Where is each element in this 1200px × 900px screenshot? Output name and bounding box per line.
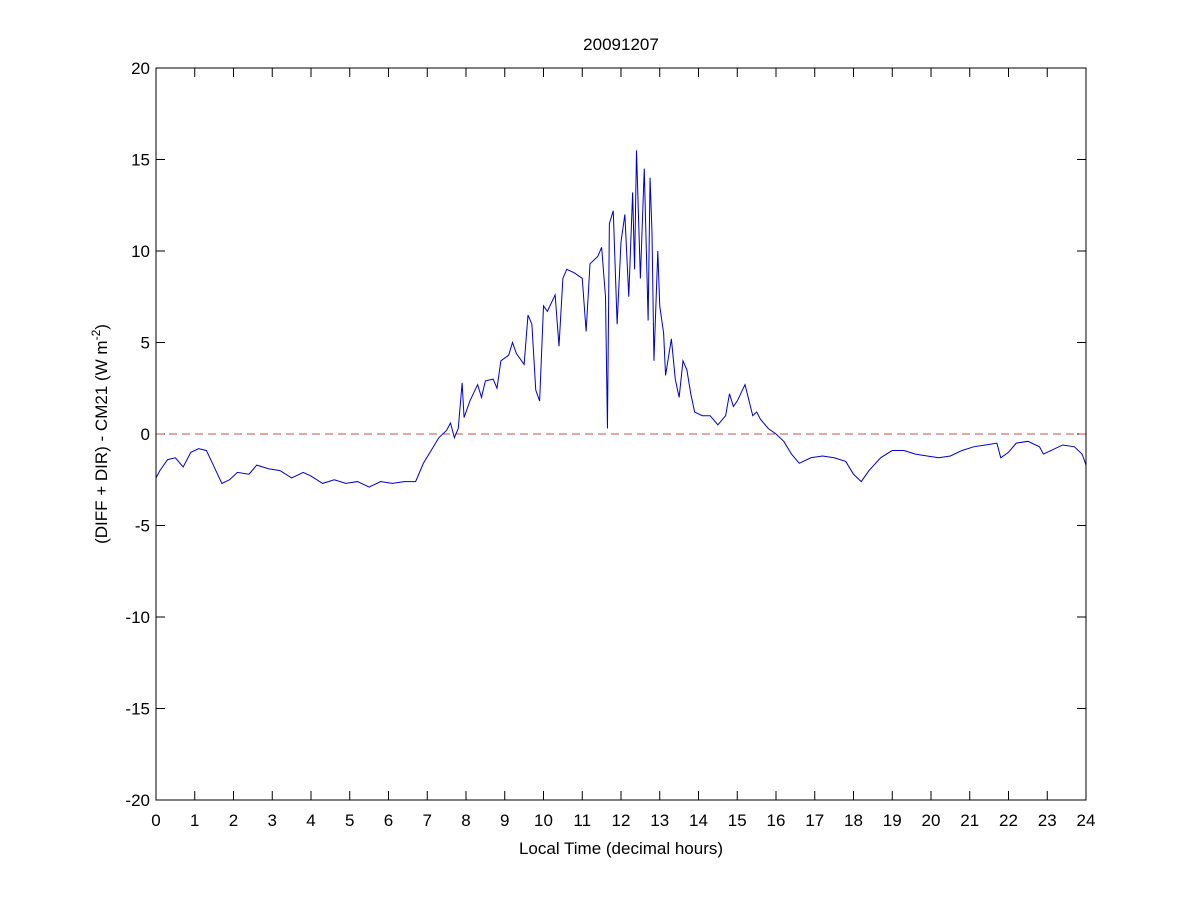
y-tick-label: 10	[131, 242, 150, 261]
y-tick-label: 0	[141, 425, 150, 444]
x-tick-label: 6	[384, 811, 393, 830]
x-tick-label: 3	[268, 811, 277, 830]
x-tick-label: 11	[573, 811, 591, 830]
y-tick-label: 20	[131, 59, 150, 78]
y-tick-label: -5	[135, 517, 150, 536]
plot-frame	[155, 67, 1087, 801]
x-tick-label: 7	[423, 811, 432, 830]
x-tick-label: 21	[960, 811, 979, 830]
x-tick-label: 16	[767, 811, 786, 830]
x-tick-label: 24	[1077, 811, 1096, 830]
x-tick-label: 10	[534, 811, 553, 830]
x-tick-label: 13	[650, 811, 669, 830]
y-label-exponent: -2	[89, 329, 103, 340]
x-tick-label: 0	[151, 811, 160, 830]
y-tick-label: -15	[125, 700, 150, 719]
x-tick-label: 17	[805, 811, 824, 830]
x-tick-label: 9	[500, 811, 509, 830]
x-tick-label: 19	[883, 811, 902, 830]
y-tick-label: -10	[125, 608, 150, 627]
x-tick-label: 4	[306, 811, 315, 830]
data-line	[155, 150, 1087, 488]
x-tick-label: 23	[1038, 811, 1057, 830]
y-tick-label: 5	[141, 334, 150, 353]
y-label-main: (DIFF + DIR) - CM21 (W m	[92, 340, 111, 544]
chart-title: 20091207	[583, 35, 659, 54]
x-tick-label: 18	[844, 811, 863, 830]
plot-area	[156, 68, 1086, 800]
x-tick-label: 15	[728, 811, 747, 830]
y-axis-label: (DIFF + DIR) - CM21 (W m-2)	[89, 324, 111, 544]
y-label-end: )	[92, 324, 111, 330]
x-tick-label: 2	[229, 811, 238, 830]
y-tick-label: -20	[125, 791, 150, 810]
x-tick-label: 14	[689, 811, 708, 830]
x-tick-label: 5	[345, 811, 354, 830]
x-tick-label: 22	[999, 811, 1018, 830]
x-tick-label: 20	[922, 811, 941, 830]
x-tick-label: 8	[461, 811, 470, 830]
x-tick-label: 1	[190, 811, 199, 830]
x-tick-label: 12	[612, 811, 631, 830]
x-axis-label: Local Time (decimal hours)	[519, 839, 723, 858]
y-tick-label: 15	[131, 151, 150, 170]
